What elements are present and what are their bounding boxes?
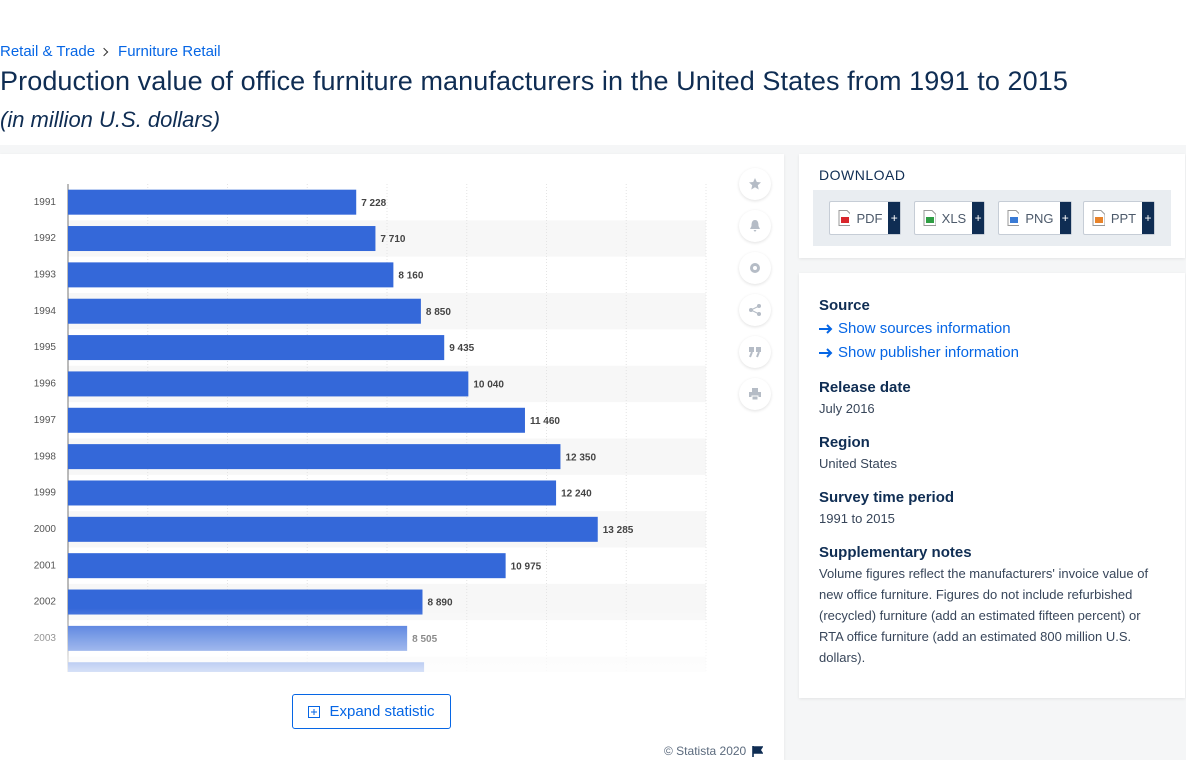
breadcrumb-link[interactable]: Furniture Retail (118, 43, 221, 60)
copyright-text: © Statista 2020 (664, 744, 747, 758)
share-button[interactable] (739, 294, 771, 326)
file-icon (923, 210, 936, 226)
bar (68, 298, 421, 324)
detail-label: Release date (819, 379, 911, 396)
y-tick-label: 1992 (34, 233, 57, 244)
plus-button[interactable]: + (972, 202, 984, 234)
sources-link[interactable]: Show sources information (819, 320, 1011, 337)
y-tick-label: 2002 (34, 597, 57, 608)
bar (68, 407, 525, 433)
detail-label: Survey time period (819, 489, 955, 506)
value-label: 12 240 (561, 489, 592, 500)
format-label: PDF (856, 210, 883, 226)
download-card: DOWNLOAD PDF + XLS + PNG + PPT + (799, 154, 1185, 258)
file-icon (838, 210, 851, 226)
detail-value: United States (819, 456, 898, 471)
y-tick-label: 1996 (34, 379, 57, 390)
download-button[interactable]: PPT + (1083, 201, 1155, 235)
details-card: Source Show sources information Show pub… (799, 273, 1185, 698)
y-tick-label: 1997 (34, 415, 57, 426)
flag-icon[interactable] (752, 745, 764, 757)
detail-label: Region (819, 434, 870, 451)
publisher-link[interactable]: Show publisher information (819, 344, 1019, 361)
value-label: 11 460 (530, 416, 560, 427)
download-button[interactable]: XLS + (914, 201, 985, 235)
y-tick-label: 1994 (34, 306, 57, 317)
breadcrumb-link[interactable]: Retail & Trade (0, 43, 96, 60)
bar (68, 480, 557, 506)
bar (68, 226, 376, 252)
download-button[interactable]: PDF + (829, 201, 901, 235)
settings-button[interactable] (739, 252, 771, 284)
value-label: 8 505 (412, 634, 437, 645)
breadcrumb: Retail & Trade Furniture Retail (0, 43, 221, 60)
value-label: 13 285 (603, 525, 634, 536)
cite-button[interactable] (739, 336, 771, 368)
download-button[interactable]: PNG + (998, 201, 1072, 235)
y-tick-label: 1991 (34, 197, 57, 208)
detail-value: 1991 to 2015 (819, 511, 895, 526)
bar (68, 262, 394, 288)
detail-value: Volume figures reflect the manufacturers… (819, 566, 1149, 665)
subtitle: (in million U.S. dollars) (0, 107, 221, 132)
file-icon (1092, 210, 1105, 226)
bar (68, 516, 598, 542)
bar (68, 662, 425, 672)
y-tick-label: 2001 (34, 560, 57, 571)
chart: 1991 7 228 1992 7 710 1993 8 160 1994 8 850 1995… (34, 184, 707, 672)
header: Retail & Trade Furniture Retail Producti… (0, 0, 1186, 145)
expand-label: Expand statistic (329, 703, 435, 720)
download-buttons: PDF + XLS + PNG + PPT + (813, 190, 1171, 246)
download-title: DOWNLOAD (819, 167, 906, 183)
link-text: Show publisher information (838, 344, 1019, 361)
favorite-button[interactable] (739, 168, 771, 200)
title: Production value of office furniture man… (0, 66, 1069, 96)
value-label: 8 890 (427, 598, 452, 609)
detail-label: Supplementary notes (819, 544, 972, 561)
y-tick-label: 1999 (34, 488, 57, 499)
chevron (99, 47, 109, 56)
format-label: XLS (941, 210, 967, 226)
value-label: 9 435 (449, 343, 474, 354)
link-text: Show sources information (838, 320, 1011, 337)
bar (68, 371, 469, 397)
value-label: 8 160 (398, 271, 423, 282)
format-label: PPT (1110, 210, 1137, 226)
bar (68, 589, 423, 615)
value-label: 7 710 (380, 234, 405, 245)
tool-icons (739, 168, 771, 420)
y-tick-label: 2003 (34, 633, 57, 644)
value-label: 10 975 (511, 561, 542, 572)
bar (68, 553, 506, 579)
copyright: © Statista 2020 (664, 744, 764, 758)
expand-button[interactable]: Expand statistic (292, 694, 451, 729)
file-icon (1007, 210, 1020, 226)
y-tick-label: 2000 (34, 524, 57, 535)
bar (68, 335, 445, 361)
value-label: 10 040 (473, 380, 504, 391)
value-label: 8 850 (426, 307, 451, 318)
print-button[interactable] (739, 378, 771, 410)
value-label: 12 350 (565, 452, 596, 463)
plus-button[interactable]: + (1059, 202, 1071, 234)
y-tick-label: 1995 (34, 342, 57, 353)
bar (68, 189, 357, 215)
source-heading: Source (819, 297, 870, 314)
format-label: PNG (1025, 210, 1054, 226)
y-tick-label: 1993 (34, 270, 57, 281)
detail-value: July 2016 (819, 401, 875, 416)
plus-button[interactable]: + (1142, 202, 1154, 234)
y-tick-label: 1998 (34, 451, 57, 462)
alert-button[interactable] (739, 210, 771, 242)
bar (68, 444, 561, 470)
plus-button[interactable]: + (888, 202, 900, 234)
bar (68, 625, 408, 651)
expand-icon (308, 705, 321, 718)
value-label: 7 228 (361, 198, 386, 209)
